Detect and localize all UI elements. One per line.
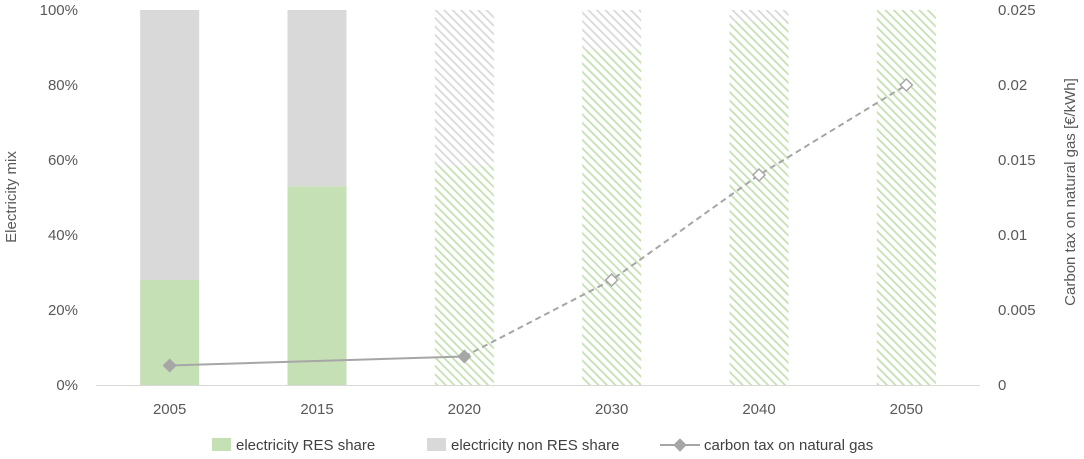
legend-res-swatch (212, 438, 231, 451)
y-tick-right: 0.025 (998, 2, 1036, 19)
carbon-tax-marker-2030 (604, 272, 619, 288)
legend-carbon-tax-marker (673, 438, 687, 452)
bar-res-2015 (287, 186, 347, 385)
carbon-tax-line-solid (169, 355, 465, 367)
bar-res-2020 (434, 165, 494, 385)
y-tick-right: 0.02 (998, 77, 1027, 94)
y-tick-left: 20% (48, 302, 78, 319)
x-tick-label: 2040 (742, 401, 775, 418)
x-tick-label: 2020 (448, 401, 481, 418)
bar-res-2030 (582, 49, 642, 385)
bar-nonres-2020 (434, 10, 494, 166)
y-axis-title-right: Carbon tax on natural gas [€/kWh] (1062, 78, 1079, 306)
y-tick-right: 0 (998, 377, 1006, 394)
carbon-tax-marker-2020 (457, 349, 472, 364)
carbon-tax-line-dashed (463, 84, 907, 358)
bar-nonres-2015 (287, 10, 347, 187)
y-tick-left: 100% (40, 2, 78, 19)
x-tick-label: 2015 (300, 401, 333, 418)
x-tick-label: 2050 (890, 401, 923, 418)
carbon-tax-marker-2050 (899, 77, 914, 93)
bars-layer (140, 10, 936, 385)
legend-nonres-label: electricity non RES share (451, 437, 619, 454)
legend-res-label: electricity RES share (236, 437, 375, 454)
y-tick-left: 0% (56, 377, 78, 394)
y-tick-right: 0.005 (998, 302, 1036, 319)
y-tick-right: 0.01 (998, 227, 1027, 244)
x-tick-label: 2030 (595, 401, 628, 418)
carbon-tax-marker-2040 (751, 167, 767, 183)
y-tick-left: 40% (48, 227, 78, 244)
bar-nonres-2005 (140, 10, 200, 280)
bar-nonres-2040 (729, 10, 789, 22)
y-tick-left: 80% (48, 77, 78, 94)
line-layer (162, 77, 914, 373)
y-tick-left: 60% (48, 152, 78, 169)
bar-nonres-2030 (582, 10, 642, 50)
axis-layer: 0% 20% 40% 60% 80% 100% 0 0.005 0.01 0.015 0.02 0.0… (40, 2, 1036, 418)
legend-carbon-tax-label: carbon tax on natural gas (704, 437, 873, 454)
y-tick-right: 0.015 (998, 152, 1036, 169)
legend: electricity RES share electricity non RES… (212, 437, 873, 454)
bar-res-2050 (876, 10, 936, 385)
y-axis-title-left: Electricity mix (3, 151, 20, 243)
carbon-tax-marker-2005 (162, 358, 177, 373)
bar-res-2040 (729, 21, 789, 385)
x-tick-label: 2005 (153, 401, 186, 418)
legend-nonres-swatch (427, 438, 446, 451)
